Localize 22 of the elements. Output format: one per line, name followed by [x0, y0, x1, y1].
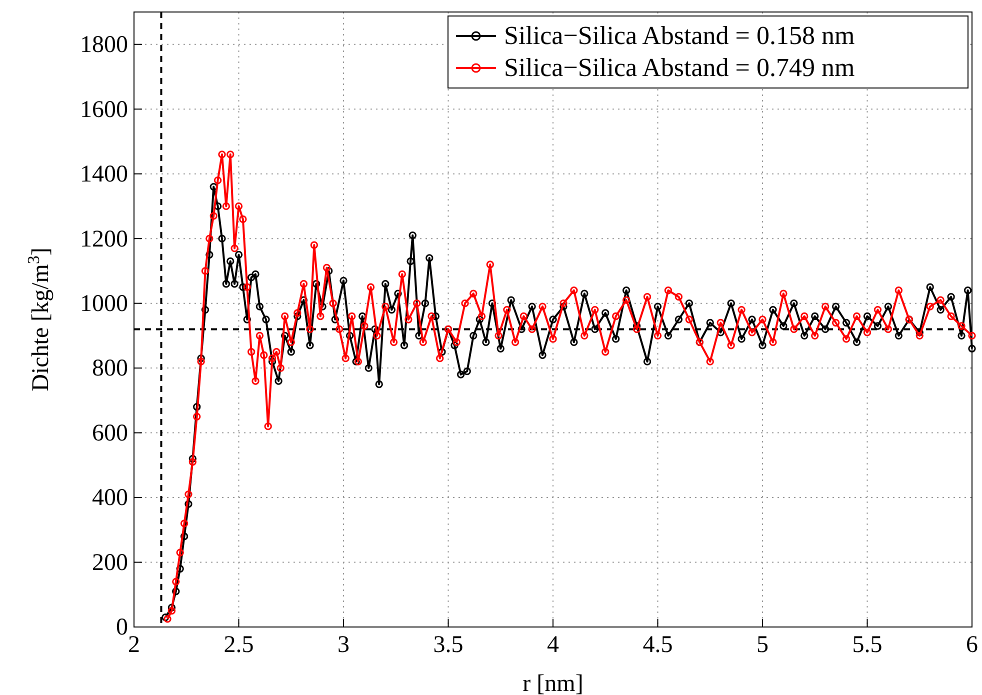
y-tick-label: 1000 [80, 290, 128, 317]
x-tick-label: 6 [966, 632, 978, 658]
y-tick-label: 1400 [80, 162, 128, 188]
y-tick-label: 0 [116, 614, 128, 641]
x-tick-label: 4.5 [642, 632, 673, 658]
y-tick-label: 400 [92, 485, 128, 512]
y-tick-label: 1200 [80, 226, 128, 252]
y-tick-label: 200 [92, 550, 128, 576]
legend-label: Silica−Silica Abstand = 0.749 nm [504, 53, 855, 82]
x-tick-label: 3.5 [433, 632, 464, 658]
x-tick-label: 5 [756, 632, 768, 658]
y-tick-label: 800 [92, 356, 128, 382]
x-tick-label: 2 [128, 632, 140, 658]
x-tick-label: 3 [338, 632, 350, 658]
y-tick-label: 1600 [80, 96, 128, 123]
x-tick-label: 5.5 [852, 632, 882, 658]
x-axis-title: r [nm] [522, 671, 584, 695]
x-tick-label: 4 [547, 632, 559, 658]
legend-label: Silica−Silica Abstand = 0.158 nm [504, 21, 855, 50]
y-tick-label: 1800 [80, 32, 128, 58]
x-tick-label: 2.5 [224, 632, 254, 658]
y-tick-label: 600 [92, 420, 128, 446]
